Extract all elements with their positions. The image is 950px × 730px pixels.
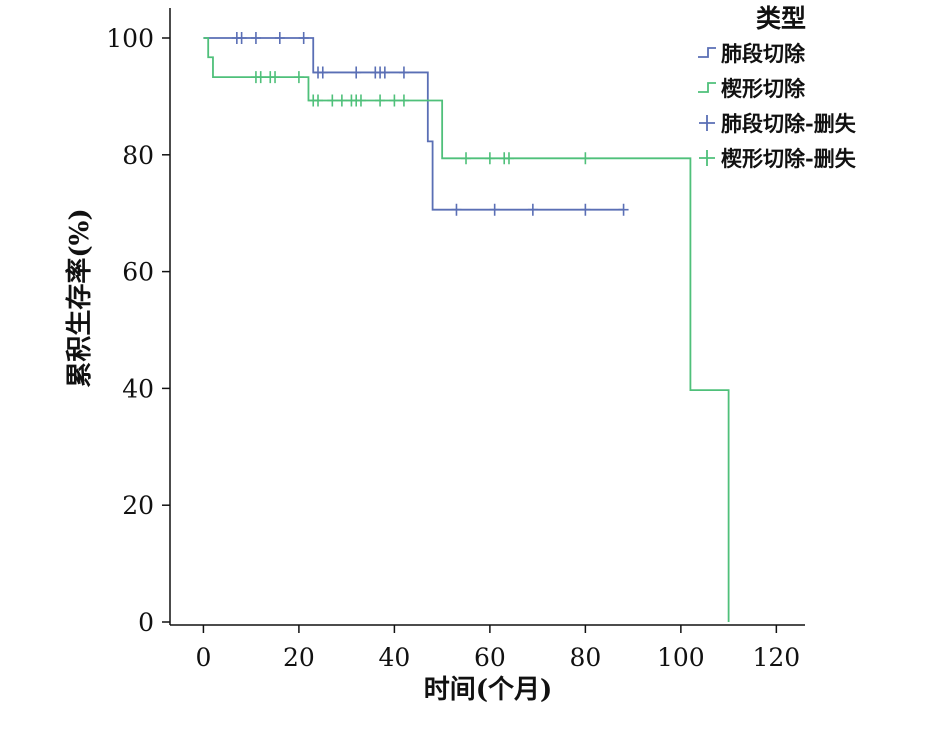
legend-item: 肺段切除-删失 xyxy=(699,111,857,136)
legend-censor-symbol xyxy=(699,115,715,131)
censor-mark xyxy=(580,203,591,216)
survival-curve xyxy=(203,37,730,622)
x-tick-label: 80 xyxy=(569,643,601,672)
censor-mark xyxy=(270,71,281,84)
y-tick-label: 80 xyxy=(122,141,154,170)
censor-mark xyxy=(293,71,304,84)
censor-mark xyxy=(580,152,591,165)
censor-mark xyxy=(336,94,347,107)
legend-label: 楔形切除-删失 xyxy=(721,146,857,171)
series-2 xyxy=(203,37,730,622)
censor-mark xyxy=(389,94,400,107)
legend-title: 类型 xyxy=(756,4,806,33)
series-1 xyxy=(203,32,629,216)
legend-item: 楔形切除-删失 xyxy=(699,146,857,171)
legend-step-symbol xyxy=(698,47,716,58)
legend-censor-symbol xyxy=(699,150,715,166)
y-tick-label: 40 xyxy=(122,374,154,403)
censor-mark xyxy=(503,152,514,165)
survival-curve xyxy=(203,37,624,211)
censor-mark xyxy=(398,94,409,107)
censor-mark xyxy=(351,66,362,79)
censor-mark xyxy=(250,32,261,44)
censor-mark xyxy=(327,94,338,107)
axes: 0 20 40 60 80 100 0 20 40 60 80 100 120 xyxy=(106,8,805,672)
censor-mark xyxy=(398,66,409,79)
y-axis-title: 累积生存率(%) xyxy=(64,208,95,387)
y-tick-label: 0 xyxy=(138,608,154,637)
censor-mark xyxy=(236,32,247,44)
legend-label: 肺段切除 xyxy=(721,41,806,66)
legend-item: 楔形切除 xyxy=(698,76,806,101)
y-tick-label: 100 xyxy=(106,24,154,53)
series-layer xyxy=(203,32,730,622)
censor-mark xyxy=(298,32,309,44)
legend-label: 肺段切除-删失 xyxy=(721,111,857,136)
censor-mark xyxy=(618,203,629,216)
legend-step-symbol xyxy=(698,82,716,93)
legend-label: 楔形切除 xyxy=(721,76,806,101)
censor-mark xyxy=(375,94,386,107)
censor-mark xyxy=(484,152,495,165)
censor-mark xyxy=(313,94,324,107)
censor-mark xyxy=(274,32,285,44)
x-tick-label: 40 xyxy=(378,643,410,672)
censor-mark xyxy=(317,66,328,79)
censor-mark xyxy=(489,203,500,216)
x-tick-label: 0 xyxy=(195,643,211,672)
censor-mark xyxy=(451,203,462,216)
y-tick-label: 60 xyxy=(122,258,154,287)
legend-item: 肺段切除 xyxy=(698,41,806,66)
x-tick-label: 60 xyxy=(474,643,506,672)
x-tick-label: 20 xyxy=(283,643,315,672)
censor-mark xyxy=(527,203,538,216)
censor-mark xyxy=(379,66,390,79)
censor-mark xyxy=(461,152,472,165)
x-axis-title: 时间(个月) xyxy=(424,675,553,705)
x-tick-label: 100 xyxy=(657,643,705,672)
censor-mark xyxy=(355,94,366,107)
x-tick-label: 120 xyxy=(752,643,800,672)
y-tick-label: 20 xyxy=(122,491,154,520)
censor-mark xyxy=(255,71,266,84)
